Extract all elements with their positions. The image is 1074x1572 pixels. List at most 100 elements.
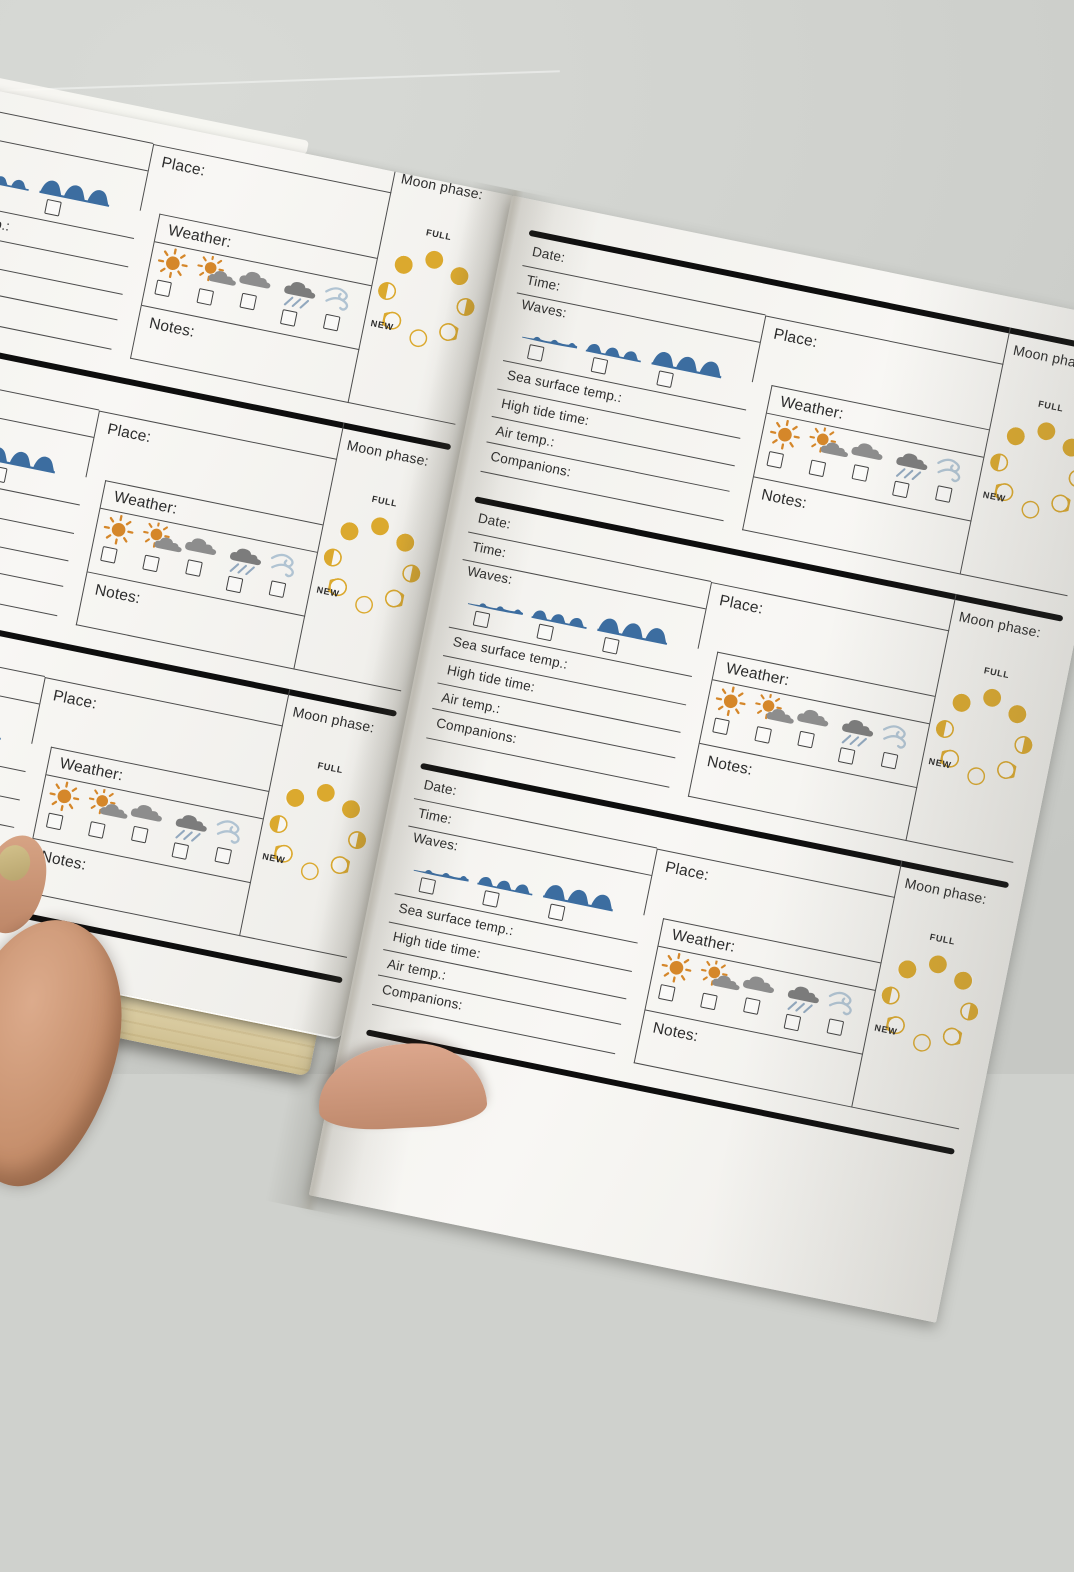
partly-cloudy-option <box>187 253 241 322</box>
moon-phase-field: Moon phase: FULL NEW <box>959 327 1074 597</box>
moon-full-icon <box>368 515 390 537</box>
journal-entry-slot: Date: Time: Waves: Sea surface temp.: Hi… <box>0 58 506 444</box>
wave-small-icon <box>413 861 470 884</box>
big-waves-option <box>538 878 618 936</box>
calm-ripple-option <box>463 594 525 640</box>
cloudy-option <box>229 262 283 331</box>
moon-waxing-crescent-icon <box>381 309 403 331</box>
rainy-option <box>271 270 325 339</box>
windy-checkbox <box>826 1018 845 1037</box>
moon-waning-gibbous-icon <box>1060 437 1074 459</box>
cloudy-option <box>841 433 895 502</box>
cloudy-checkbox <box>239 292 258 311</box>
journal-entry-slot: Date: Time: Waves: Sea surface temp.: Hi… <box>421 496 1064 882</box>
big-waves-option <box>646 345 726 403</box>
cloudy-checkbox <box>130 825 149 844</box>
windy-checkbox <box>934 485 953 503</box>
moon-phase-field: Moon phase: FULL NEW <box>239 689 398 958</box>
rainy-checkbox <box>837 747 856 765</box>
moon-last-quarter-icon <box>958 1000 980 1022</box>
wind-icon <box>878 717 917 753</box>
moon-waning-gibbous-icon <box>394 532 417 554</box>
place-label: Place: <box>51 687 99 713</box>
sun-icon <box>151 245 194 282</box>
sunny-option <box>145 245 199 314</box>
moon-new-icon <box>407 326 429 348</box>
partly-cloudy-option <box>691 958 745 1027</box>
wave-medium-icon <box>0 165 33 192</box>
moon-waning-gibbous-icon <box>1006 703 1029 725</box>
partly-cloudy-option <box>79 786 133 855</box>
open-journal: Date: Time: Waves: Sea surface temp.: Hi… <box>0 33 1074 1572</box>
sunny-option <box>648 949 702 1018</box>
place-label: Place: <box>663 858 711 885</box>
wave-medium-icon <box>585 337 645 364</box>
moon-waning-crescent-icon <box>995 759 1018 781</box>
moon-phase-field: Moon phase: FULL NEW <box>347 155 506 425</box>
windy-option <box>313 279 367 348</box>
cloudy-checkbox <box>185 559 203 577</box>
sunny-option <box>91 511 145 580</box>
moon-waxing-gibbous-icon <box>896 958 918 980</box>
moon-waxing-gibbous-icon <box>1004 425 1027 447</box>
big-waves-option <box>592 612 672 670</box>
moon-first-quarter-icon <box>321 546 343 568</box>
partly-cloudy-checkbox <box>754 726 772 744</box>
moon-new-icon <box>1019 498 1041 520</box>
moon-waxing-crescent-icon <box>884 1014 907 1036</box>
journal-entry: Date: Time: Waves: Sea surface temp.: Hi… <box>0 324 452 711</box>
windy-option <box>925 451 979 520</box>
wind-icon <box>823 984 862 1020</box>
partly-cloudy-checkbox <box>700 992 718 1011</box>
rainy-option <box>829 708 883 777</box>
journal-entry: Date: Time: Waves: Sea surface temp.: Hi… <box>367 762 1010 1149</box>
moon-new-icon <box>965 764 987 786</box>
moon-waxing-crescent-icon <box>993 481 1015 503</box>
rainy-option <box>217 537 271 606</box>
moon-waning-crescent-icon <box>1049 492 1072 514</box>
place-label: Place: <box>105 420 153 447</box>
journal-entry-slot: Date: Time: Waves: Sea surface temp.: Hi… <box>0 591 398 977</box>
partly-cloudy-checkbox <box>808 459 827 478</box>
cloud-icon <box>236 262 280 295</box>
sunny-option <box>703 683 757 752</box>
wave-options <box>0 138 145 239</box>
windy-option <box>871 717 925 786</box>
rainy-checkbox <box>171 842 190 860</box>
moon-full-icon <box>981 686 1003 708</box>
wave-large-icon <box>597 612 672 647</box>
moon-waxing-gibbous-icon <box>950 692 972 714</box>
weather-options <box>757 416 981 520</box>
big-waves-checkbox <box>602 636 620 655</box>
cloudy-checkbox <box>743 997 761 1015</box>
cloud-icon <box>740 966 784 999</box>
rainy-checkbox <box>225 575 244 594</box>
journal-entry: Date: Time: Waves: Sea surface temp.: Hi… <box>421 496 1064 882</box>
moon-last-quarter-icon <box>1012 733 1034 755</box>
moon-waning-crescent-icon <box>940 1025 963 1047</box>
moon-phase-ring: FULL NEW <box>860 904 1002 1093</box>
moon-waxing-gibbous-icon <box>284 787 306 809</box>
small-waves-option <box>472 870 537 921</box>
full-moon-label: FULL <box>370 493 399 509</box>
sun-icon <box>655 949 698 986</box>
big-waves-option <box>34 174 114 232</box>
moon-waxing-gibbous-icon <box>338 520 360 542</box>
full-moon-label: FULL <box>316 760 345 776</box>
small-waves-option <box>526 603 591 654</box>
partly-cloudy-option <box>745 691 799 760</box>
moon-full-icon <box>926 953 948 975</box>
rain-cloud-icon <box>168 804 218 846</box>
sun-behind-cloud-icon <box>805 425 856 464</box>
moon-full-icon <box>423 248 445 270</box>
sun-behind-cloud-icon <box>139 520 190 559</box>
moon-waning-crescent-icon <box>383 587 405 609</box>
rain-cloud-icon <box>835 708 885 750</box>
partly-cloudy-checkbox <box>142 554 160 573</box>
moon-first-quarter-icon <box>988 451 1010 473</box>
journal-page-right: Date: Time: Waves: Sea surface temp.: Hi… <box>308 195 1074 1323</box>
cloudy-option <box>175 528 229 597</box>
wave-large-icon <box>0 707 5 742</box>
moon-phase-field: Moon phase: FULL NEW <box>905 593 1064 863</box>
moon-waxing-crescent-icon <box>272 842 295 864</box>
